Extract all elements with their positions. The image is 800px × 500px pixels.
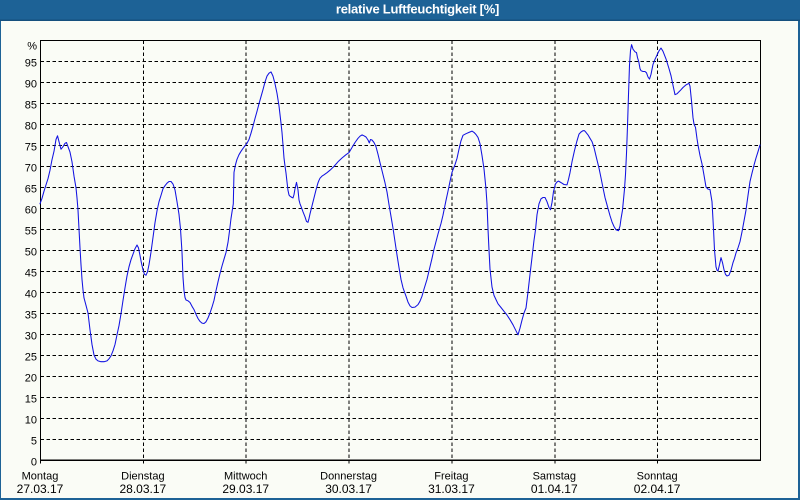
svg-text:35: 35 bbox=[25, 310, 37, 322]
svg-text:Freitag: Freitag bbox=[434, 471, 468, 483]
svg-text:85: 85 bbox=[25, 100, 37, 112]
svg-text:Dienstag: Dienstag bbox=[121, 471, 164, 483]
svg-text:75: 75 bbox=[25, 142, 37, 154]
svg-text:80: 80 bbox=[25, 121, 37, 133]
svg-text:29.03.17: 29.03.17 bbox=[222, 482, 269, 496]
svg-text:10: 10 bbox=[25, 415, 37, 427]
svg-text:15: 15 bbox=[25, 394, 37, 406]
svg-text:01.04.17: 01.04.17 bbox=[531, 482, 578, 496]
svg-text:55: 55 bbox=[25, 226, 37, 238]
svg-text:45: 45 bbox=[25, 268, 37, 280]
svg-text:Montag: Montag bbox=[22, 471, 59, 483]
svg-text:Sonntag: Sonntag bbox=[637, 471, 678, 483]
svg-text:25: 25 bbox=[25, 352, 37, 364]
svg-text:31.03.17: 31.03.17 bbox=[428, 482, 475, 496]
svg-text:%: % bbox=[27, 41, 37, 53]
svg-text:0: 0 bbox=[31, 457, 37, 469]
svg-text:60: 60 bbox=[25, 205, 37, 217]
svg-text:30.03.17: 30.03.17 bbox=[325, 482, 372, 496]
svg-text:relative Luftfeuchtigkeit [%]: relative Luftfeuchtigkeit [%] bbox=[336, 2, 499, 17]
svg-text:70: 70 bbox=[25, 163, 37, 175]
svg-text:50: 50 bbox=[25, 247, 37, 259]
svg-text:90: 90 bbox=[25, 79, 37, 91]
svg-text:5: 5 bbox=[31, 436, 37, 448]
svg-text:Donnerstag: Donnerstag bbox=[320, 471, 377, 483]
svg-text:02.04.17: 02.04.17 bbox=[634, 482, 681, 496]
svg-text:Samstag: Samstag bbox=[533, 471, 576, 483]
svg-text:28.03.17: 28.03.17 bbox=[120, 482, 167, 496]
svg-text:27.03.17: 27.03.17 bbox=[17, 482, 64, 496]
svg-text:65: 65 bbox=[25, 184, 37, 196]
svg-text:Mittwoch: Mittwoch bbox=[224, 471, 267, 483]
svg-text:95: 95 bbox=[25, 58, 37, 70]
svg-text:20: 20 bbox=[25, 373, 37, 385]
svg-text:30: 30 bbox=[25, 331, 37, 343]
svg-text:40: 40 bbox=[25, 289, 37, 301]
